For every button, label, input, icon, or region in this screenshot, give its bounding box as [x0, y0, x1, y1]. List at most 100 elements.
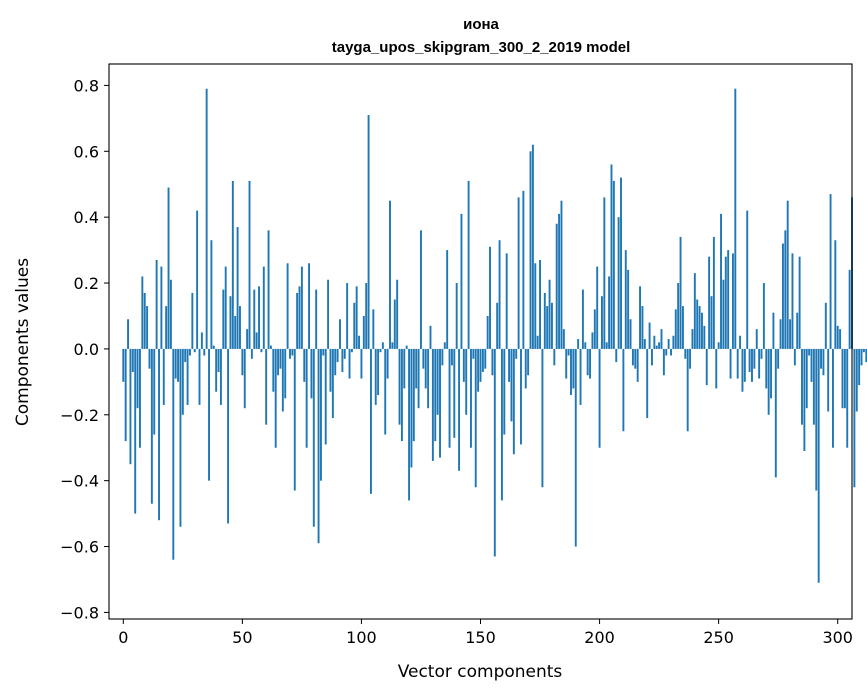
y-tick-label: −0.4	[60, 472, 99, 491]
bar	[350, 348, 353, 353]
bar	[710, 296, 713, 349]
bar	[362, 315, 365, 349]
bar	[129, 348, 132, 465]
bar	[608, 276, 611, 349]
bar	[367, 115, 370, 349]
bar	[191, 292, 194, 349]
bar	[300, 266, 303, 349]
bar	[377, 348, 380, 396]
bar	[560, 200, 563, 349]
bar	[398, 348, 401, 425]
bar	[370, 348, 372, 494]
bar	[527, 348, 530, 376]
bars-group	[122, 88, 867, 583]
bar	[643, 339, 646, 349]
y-tick-label: 0.6	[74, 142, 99, 161]
bar	[179, 348, 182, 527]
bar	[729, 348, 732, 379]
bar	[841, 348, 844, 409]
bar	[424, 348, 427, 389]
bar	[786, 200, 789, 349]
bar	[624, 250, 627, 349]
bar	[803, 348, 806, 452]
x-tick-label: 200	[584, 628, 615, 647]
bar	[470, 348, 472, 448]
bar	[267, 230, 270, 349]
bar	[239, 306, 241, 349]
bar	[224, 266, 227, 349]
chart-title: иона	[463, 16, 499, 33]
bar	[324, 348, 327, 445]
bar	[322, 348, 325, 356]
bar	[703, 325, 706, 349]
x-axis-ticks: 0 50 100 150 200 250 300	[118, 619, 853, 647]
bar	[541, 348, 544, 488]
bar	[667, 339, 670, 349]
bar	[243, 348, 246, 409]
bar	[181, 348, 184, 415]
bar	[146, 306, 149, 349]
bar	[586, 348, 589, 376]
bar	[505, 253, 508, 349]
bar	[567, 348, 570, 356]
bar	[670, 348, 672, 356]
bar	[767, 348, 770, 415]
bar	[272, 348, 275, 392]
bar	[143, 292, 146, 349]
bar	[724, 256, 727, 349]
bar	[346, 283, 349, 349]
bar	[646, 348, 649, 419]
bar	[162, 348, 165, 405]
bar	[581, 289, 584, 349]
bar	[708, 256, 711, 349]
bar	[720, 213, 722, 349]
bar	[491, 348, 494, 376]
bar	[265, 348, 268, 425]
bar	[584, 342, 587, 349]
bar	[139, 348, 141, 448]
bar	[681, 306, 684, 349]
bar	[484, 348, 487, 369]
bar	[855, 348, 858, 412]
bar	[415, 348, 418, 389]
bar	[648, 322, 651, 349]
bar	[229, 296, 232, 349]
bar	[765, 348, 768, 389]
bar	[231, 180, 234, 349]
bar	[167, 187, 170, 349]
bar	[796, 312, 799, 349]
bar	[627, 269, 630, 349]
bar	[148, 348, 151, 369]
bar	[193, 348, 196, 353]
bar	[136, 348, 139, 409]
bar	[612, 180, 615, 349]
bar	[343, 348, 346, 359]
bar	[210, 240, 213, 349]
bar	[227, 348, 230, 524]
bar	[662, 348, 665, 376]
bar	[741, 348, 744, 392]
bar	[589, 348, 591, 379]
bar	[546, 306, 549, 349]
bar	[748, 348, 751, 372]
bar	[781, 243, 784, 349]
bar	[315, 289, 318, 349]
bar	[410, 348, 413, 468]
bar	[465, 348, 468, 415]
bar	[177, 348, 180, 382]
bar	[860, 348, 863, 366]
bar	[751, 348, 753, 382]
bar	[169, 279, 172, 349]
bar	[603, 197, 606, 349]
bar	[141, 276, 144, 349]
bar	[774, 348, 777, 478]
bar	[184, 348, 187, 363]
bar	[189, 348, 191, 356]
bar	[122, 348, 125, 382]
bar	[448, 348, 451, 448]
bar	[165, 306, 168, 349]
bar	[753, 348, 756, 369]
bar	[412, 348, 415, 442]
bar	[262, 266, 265, 349]
bar	[596, 266, 599, 349]
